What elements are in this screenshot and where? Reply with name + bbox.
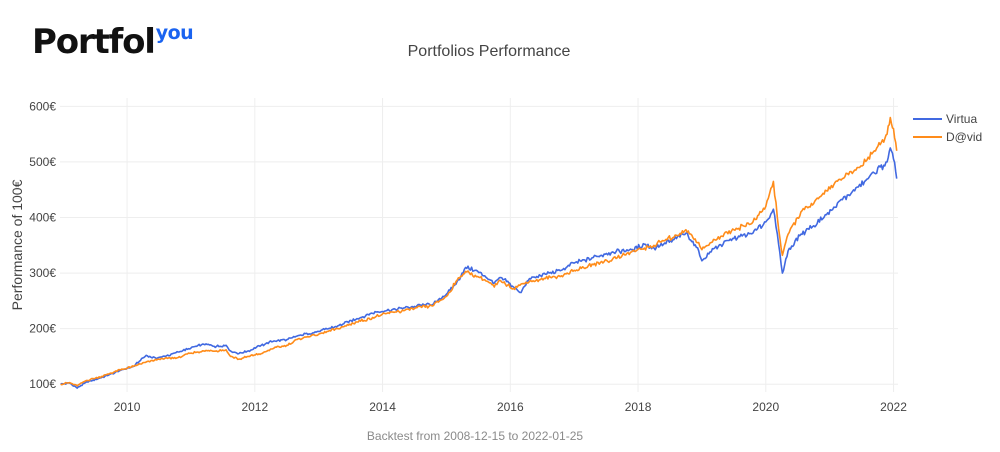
y-tick-label: 600€ (29, 99, 56, 113)
x-tick-label: 2016 (497, 400, 524, 414)
chart-grid (60, 98, 898, 392)
legend-label: D@vid (946, 130, 982, 144)
x-tick-label: 2022 (880, 400, 907, 414)
x-axis-label: Backtest from 2008-12-15 to 2022-01-25 (367, 429, 583, 443)
y-axis-ticks: 100€ 200€ 300€ 400€ 500€ 600€ (29, 99, 56, 391)
y-tick-label: 500€ (29, 155, 56, 169)
y-tick-label: 100€ (29, 377, 56, 391)
portfolyou-logo: Portfolyou (32, 22, 194, 66)
logo-sup-text: you (155, 22, 194, 44)
y-tick-label: 300€ (29, 266, 56, 280)
chart-series (60, 116, 898, 389)
y-tick-label: 400€ (29, 210, 56, 224)
legend-label: Virtua (946, 112, 977, 126)
x-tick-label: 2012 (241, 400, 268, 414)
series-line-1 (60, 147, 898, 389)
legend: Virtua D@vid (913, 112, 982, 144)
logo-main-text: Portfol (32, 22, 156, 62)
x-tick-label: 2020 (752, 400, 779, 414)
y-tick-label: 200€ (29, 322, 56, 336)
y-axis-label: Performance of 100€ (9, 179, 25, 310)
x-axis-ticks: 2010 2012 2014 2016 2018 2020 2022 (114, 400, 907, 414)
x-tick-label: 2014 (369, 400, 396, 414)
series-line-2 (60, 116, 898, 387)
x-tick-label: 2018 (625, 400, 652, 414)
x-tick-label: 2010 (114, 400, 141, 414)
chart-title: Portfolios Performance (408, 43, 571, 60)
